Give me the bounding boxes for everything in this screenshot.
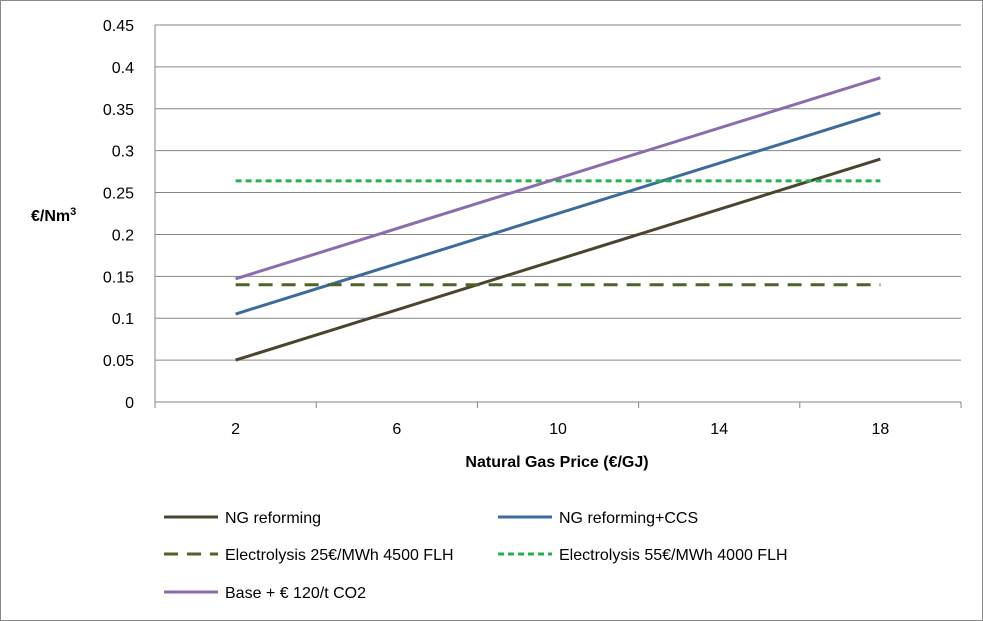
- y-tick-label: 0.1: [112, 311, 134, 328]
- series-line-1: [235, 157, 881, 362]
- y-tick-label: 0.45: [103, 18, 134, 35]
- x-tick-label: 14: [710, 421, 728, 438]
- y-tick-label: 0.2: [112, 227, 134, 244]
- x-tick-label: 18: [872, 421, 890, 438]
- series-line-2: [235, 111, 881, 316]
- y-tick-label: 0: [125, 395, 134, 412]
- x-axis-title: Natural Gas Price (€/GJ): [465, 454, 648, 471]
- y-tick-label: 0.15: [103, 269, 134, 286]
- axes: [154, 25, 962, 408]
- y-axis-title: €/Nm3: [31, 206, 76, 225]
- legend-label-2: NG reforming+CCS: [559, 510, 698, 527]
- y-tick-labels: 0 0.05 0.1 0.15 0.2 0.25 0.3 0.35 0.4 0.45: [103, 18, 134, 412]
- series-line-5: [235, 76, 881, 281]
- x-tick-label: 10: [549, 421, 567, 438]
- gridlines: [155, 24, 961, 361]
- series-lines: [235, 76, 881, 362]
- y-tick-label: 0.4: [112, 60, 134, 77]
- x-tick-label: 6: [392, 421, 401, 438]
- legend-label-5: Base + € 120/t CO2: [225, 585, 366, 602]
- y-tick-label: 0.05: [103, 353, 134, 370]
- legend-label-1: NG reforming: [225, 510, 321, 527]
- y-tick-label: 0.35: [103, 102, 134, 119]
- y-tick-label: 0.25: [103, 186, 134, 203]
- legend-label-3: Electrolysis 25€/MWh 4500 FLH: [225, 547, 454, 564]
- legend: NG reforming NG reforming+CCS Electrolysis…: [164, 510, 788, 602]
- x-tick-label: 2: [231, 421, 240, 438]
- y-tick-label: 0.3: [112, 144, 134, 161]
- x-tick-labels: 2 6 10 14 18: [231, 421, 889, 438]
- legend-label-4: Electrolysis 55€/MWh 4000 FLH: [559, 547, 788, 564]
